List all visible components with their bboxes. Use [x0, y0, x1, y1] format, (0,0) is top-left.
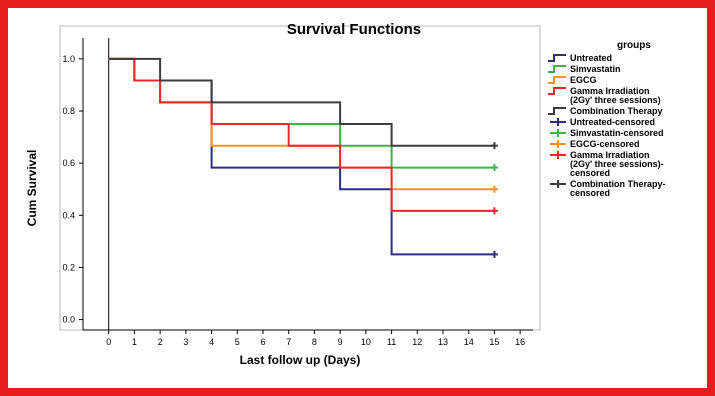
- x-tick-label: 0: [106, 337, 111, 347]
- x-tick-label: 10: [361, 337, 371, 347]
- x-tick-label: 12: [412, 337, 422, 347]
- legend-label: censored: [570, 188, 610, 198]
- legend-item-untreated-censored: Untreated-censored: [550, 117, 655, 127]
- legend-item-simvastatin-censored: Simvastatin-censored: [550, 128, 664, 138]
- censored-marker-untreated: [490, 250, 498, 258]
- x-tick-label: 1: [132, 337, 137, 347]
- legend-label: censored: [570, 168, 610, 178]
- legend-label: EGCG-censored: [570, 139, 640, 149]
- legend-swatch-step: [548, 76, 566, 84]
- series-line-gamma-irradiation: [108, 57, 495, 212]
- x-tick-label: 8: [312, 337, 317, 347]
- legend-item-combination-therapy-censored: Combination Therapy-censored: [550, 179, 666, 198]
- censored-marker-simvastatin: [490, 164, 498, 172]
- legend-item-gamma-irradiation-2gy-three-sessions: Gamma Irradiation(2Gy' three sessions): [548, 86, 661, 105]
- x-tick-label: 7: [286, 337, 291, 347]
- legend-label: Gamma Irradiation: [570, 86, 650, 96]
- series-line-combination-therapy: [108, 57, 495, 147]
- y-tick-label: 0.2: [62, 262, 75, 272]
- x-tick-label: 5: [235, 337, 240, 347]
- x-tick-label: 11: [387, 337, 396, 347]
- series-line-simvastatin: [108, 57, 495, 169]
- x-tick-label: 2: [158, 337, 163, 347]
- chart-title: Survival Functions: [287, 21, 421, 38]
- legend-label: Untreated: [570, 53, 612, 63]
- x-tick-label: 14: [464, 337, 474, 347]
- plot-frame: [59, 25, 541, 331]
- legend-swatch-step: [548, 87, 566, 95]
- legend-label: Simvastatin-censored: [570, 128, 664, 138]
- censored-marker-egcg: [490, 185, 498, 193]
- legend-label: Gamma Irradiation: [570, 150, 650, 160]
- legend-item-gamma-irradiation-2gy-three-sessions-censored: Gamma Irradiation(2Gy' three sessions)-c…: [550, 150, 664, 178]
- legend-label: Combination Therapy-: [570, 179, 666, 189]
- y-tick-label: 0.4: [62, 210, 75, 220]
- legend-item-simvastatin: Simvastatin: [548, 64, 621, 74]
- legend-swatch-step: [548, 65, 566, 73]
- series-layer: [108, 57, 498, 258]
- y-tick-label: 1.0: [62, 54, 75, 64]
- x-tick-label: 4: [209, 337, 214, 347]
- x-axis-label: Last follow up (Days): [240, 353, 361, 367]
- legend-item-untreated: Untreated: [548, 53, 612, 63]
- legend-item-egcg-censored: EGCG-censored: [550, 139, 640, 149]
- x-tick-label: 3: [183, 337, 188, 347]
- legend-item-egcg: EGCG: [548, 75, 597, 85]
- x-tick-label: 15: [489, 337, 499, 347]
- legend-label: Combination Therapy: [570, 106, 663, 116]
- y-tick-label: 0.0: [62, 315, 75, 325]
- legend-swatch-step: [548, 107, 566, 115]
- x-tick-label: 16: [515, 337, 525, 347]
- legend-label: EGCG: [570, 75, 597, 85]
- legend-swatch-step: [548, 54, 566, 62]
- y-axis-label: Cum Survival: [25, 150, 39, 227]
- series-line-untreated: [108, 57, 495, 256]
- legend-label: Simvastatin: [570, 64, 621, 74]
- axes: 0 1 2 3 4 5 6 7 8 9 10 11 12 13 14 15 160.00.20.40.60.81…: [62, 38, 533, 347]
- legend-label: (2Gy' three sessions)-: [570, 159, 664, 169]
- censored-marker-combination-therapy: [490, 142, 498, 150]
- censored-marker-gamma-irradiation: [490, 207, 498, 215]
- x-tick-label: 13: [438, 337, 448, 347]
- legend-label: (2Gy' three sessions): [570, 95, 661, 105]
- legend-item-combination-therapy: Combination Therapy: [548, 106, 663, 116]
- y-tick-label: 0.8: [62, 106, 75, 116]
- legend-title: groups: [617, 40, 651, 51]
- y-tick-label: 0.6: [62, 158, 75, 168]
- legend-label: Untreated-censored: [570, 117, 655, 127]
- x-tick-label: 6: [260, 337, 265, 347]
- x-tick-label: 9: [338, 337, 343, 347]
